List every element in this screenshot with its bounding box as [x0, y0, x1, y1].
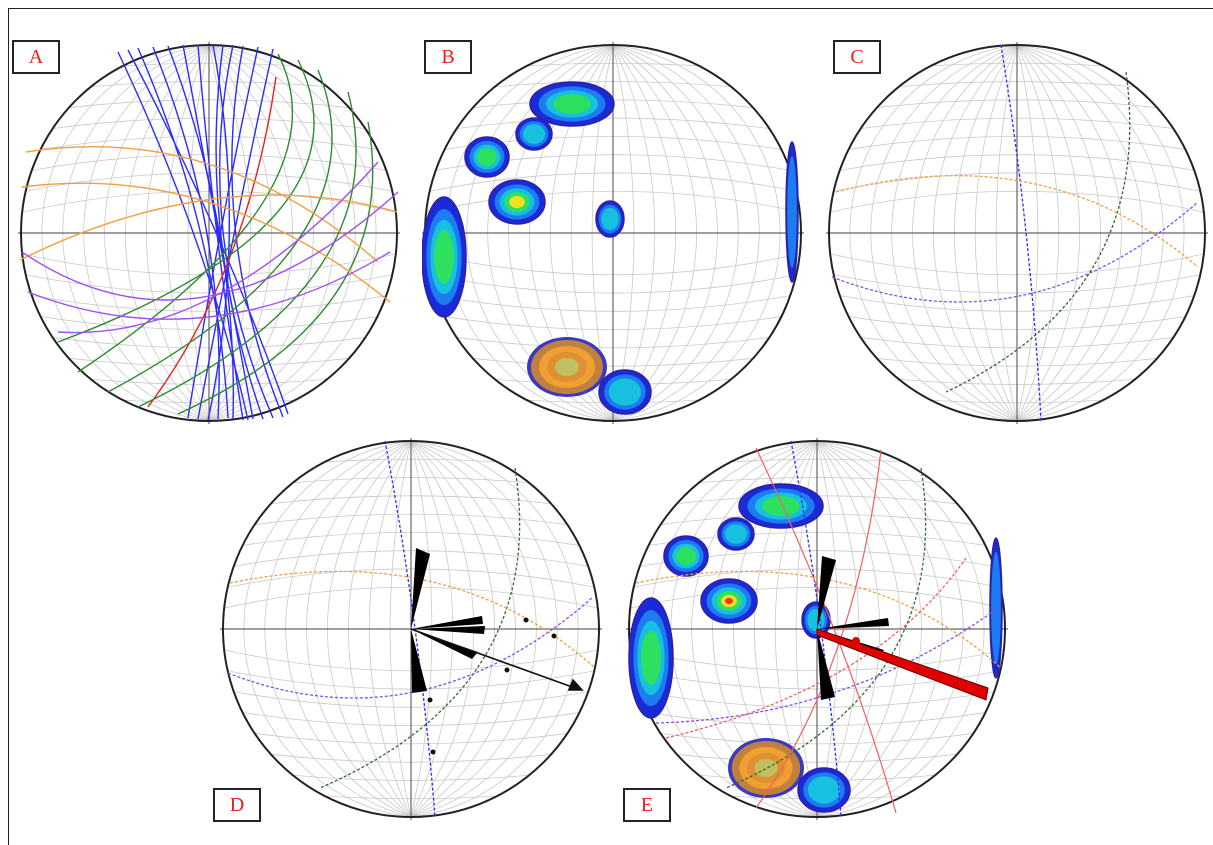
net-grid [422, 42, 804, 424]
panel-label-d: D [213, 788, 261, 822]
stereonet-a [18, 42, 400, 424]
stereonet-b [422, 42, 804, 424]
stereonet-d [220, 438, 602, 820]
panel-label-a: A [12, 40, 60, 74]
slip-vector-e [816, 628, 989, 701]
great-circles-a [19, 44, 399, 421]
density-contours-b [422, 81, 799, 415]
slip-vector-d [410, 628, 584, 691]
red-planes-e [755, 447, 897, 814]
mean-planes-c [831, 44, 1199, 422]
panel-label-b: B [424, 40, 472, 74]
panel-label-e: E [623, 788, 671, 822]
density-contours-e [628, 483, 1003, 813]
net-grid [826, 42, 1208, 424]
stereonet-e [626, 438, 1008, 820]
stereonet-c [826, 42, 1208, 424]
figure-frame [8, 8, 1213, 845]
intersection-points-d [427, 617, 557, 755]
rose-diagram-d [411, 548, 485, 693]
panel-label-c: C [833, 40, 881, 74]
